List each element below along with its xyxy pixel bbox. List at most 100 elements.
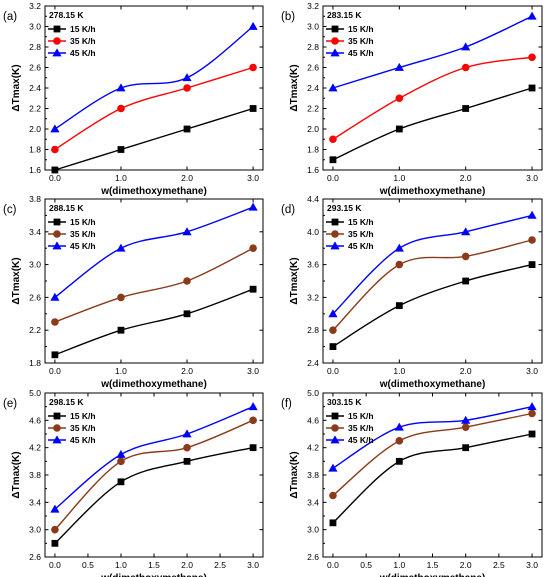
y-tick-label: 2.6 (29, 63, 41, 73)
legend-marker (52, 48, 62, 57)
x-tick-label: 3.0 (526, 366, 538, 376)
data-point (249, 416, 257, 425)
series-2 (50, 402, 258, 513)
y-tick-label: 4.2 (307, 443, 319, 453)
x-tick-label: 2.0 (460, 560, 472, 570)
y-tick-label: 3.4 (29, 227, 41, 237)
data-point (182, 429, 192, 438)
y-tick-label: 2.4 (29, 83, 41, 93)
series-2 (328, 11, 537, 92)
temperature-label: 298.15 K (49, 397, 84, 407)
y-tick-label: 2.0 (307, 124, 319, 134)
legend-marker (330, 48, 340, 57)
series-line (332, 56, 533, 140)
data-point (462, 277, 470, 285)
y-tick-label: 2.2 (29, 325, 41, 335)
legend-entry: 35 K/h (70, 229, 96, 239)
series-0 (329, 84, 536, 164)
legend-entry: 35 K/h (70, 423, 96, 433)
x-tick-label: 1.5 (427, 560, 439, 570)
legend-marker (330, 435, 340, 444)
data-point (461, 415, 471, 424)
y-tick-label: 1.8 (307, 145, 319, 155)
series-line (332, 87, 533, 161)
series-line (332, 15, 533, 89)
x-tick-label: 1.5 (148, 560, 160, 570)
panel-label: (c) (3, 204, 17, 216)
data-point (461, 423, 470, 431)
series-1 (51, 244, 257, 326)
series-2 (50, 21, 258, 133)
y-tick-label: 2.6 (307, 552, 319, 562)
x-tick-label: 1.0 (393, 560, 405, 570)
data-point (461, 42, 471, 51)
x-tick-label: 0.5 (82, 560, 94, 570)
data-point (394, 62, 404, 71)
series-1 (51, 416, 257, 534)
y-tick-label: 3.0 (307, 22, 319, 32)
legend-entry: 35 K/h (348, 229, 374, 239)
series-line (54, 419, 254, 531)
y-tick-label: 2.8 (29, 42, 41, 52)
chart-panel: 2.6 3.0 3.4 3.8 4.2 4.6 5.0 0.0 0.5 1.0 1.5 2.0 2.5 3… (3, 388, 264, 577)
legend-entry: 45 K/h (70, 48, 96, 58)
data-point (249, 63, 257, 72)
y-axis-title: ΔTmax(K) (289, 257, 300, 304)
x-tick-label: 0.0 (327, 560, 339, 570)
y-tick-label: 1.6 (29, 165, 41, 175)
y-tick-label: 4.4 (307, 194, 319, 204)
x-tick-label: 0.5 (360, 560, 372, 570)
y-tick-label: 3.8 (307, 470, 319, 480)
data-point (528, 84, 536, 92)
x-axis-title: w(dimethoxymethane) (100, 573, 207, 577)
series-1 (51, 63, 257, 154)
data-point (528, 430, 536, 438)
series-line (54, 66, 254, 151)
series-line (332, 263, 533, 348)
legend-entry: 15 K/h (70, 217, 96, 227)
series-line (54, 107, 254, 171)
data-point (395, 437, 404, 445)
data-point (329, 491, 337, 500)
x-axis-title: w(dimethoxymethane) (379, 379, 486, 390)
data-point (116, 83, 126, 92)
x-tick-label: 1.0 (115, 366, 127, 376)
data-point (182, 73, 192, 82)
legend-entry: 15 K/h (348, 217, 374, 227)
data-point (329, 343, 337, 350)
chart-panel: 1.6 1.8 2.0 2.2 2.4 2.6 2.8 3.0 3.2 0.0 1.0 2.0 3.0 w… (281, 1, 543, 197)
x-tick-label: 2.0 (181, 173, 193, 183)
data-point (329, 326, 337, 335)
legend-marker (330, 241, 340, 250)
data-point (528, 53, 536, 62)
y-tick-label: 3.0 (29, 260, 41, 270)
y-tick-label: 5.0 (307, 388, 319, 398)
series-line (332, 214, 533, 315)
x-tick-label: 2.5 (214, 560, 226, 570)
y-tick-label: 2.2 (307, 104, 319, 114)
data-point (461, 63, 470, 72)
series-2 (50, 202, 258, 301)
y-tick-label: 3.4 (307, 497, 319, 507)
y-tick-label: 2.4 (307, 83, 319, 93)
data-point (462, 105, 470, 112)
data-point (328, 463, 338, 472)
y-tick-label: 2.0 (29, 124, 41, 134)
chart-panel: 1.6 1.8 2.0 2.2 2.4 2.6 2.8 3.0 3.2 0.0 1.0 2.0 3.0 w… (3, 1, 264, 197)
data-point (51, 166, 59, 174)
legend-entry: 15 K/h (70, 411, 96, 421)
y-tick-label: 2.8 (307, 325, 319, 335)
panel-label: (e) (3, 398, 17, 410)
x-tick-label: 2.0 (460, 173, 472, 183)
data-point (183, 457, 191, 465)
y-tick-label: 4.6 (29, 415, 41, 425)
legend-marker (331, 424, 339, 432)
series-line (54, 406, 254, 510)
data-point (183, 277, 191, 285)
chart-panel: 2.6 3.0 3.4 3.8 4.2 4.6 5.0 0.0 0.5 1.0 1.5 2.0 2.5 3… (281, 388, 543, 577)
series-1 (329, 53, 536, 144)
chart-panel: 2.4 2.8 3.2 3.6 4.0 4.4 0.0 1.0 2.0 3.0 w(dimethox… (281, 194, 543, 390)
x-tick-label: 2.0 (181, 560, 193, 570)
data-point (117, 146, 125, 153)
series-2 (328, 210, 537, 318)
